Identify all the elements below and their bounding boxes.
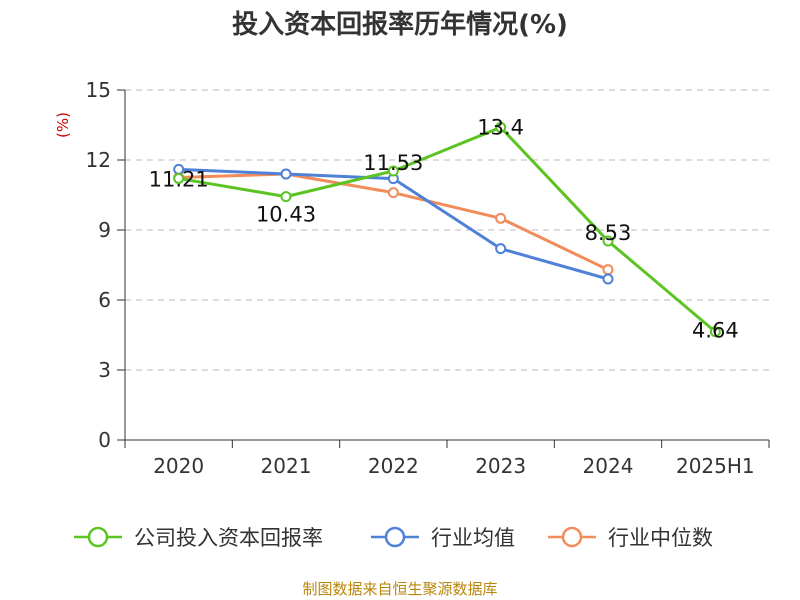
x-tick-label: 2021 [261, 454, 312, 478]
series-line-industry-mean [178, 167, 609, 281]
data-point [280, 168, 292, 180]
legend-marker [384, 526, 406, 548]
y-tick-label: 0 [98, 428, 111, 452]
data-point [602, 273, 614, 285]
data-point [602, 264, 614, 276]
y-tick-label: 15 [86, 78, 111, 102]
data-point [495, 212, 507, 224]
source-note: 制图数据来自恒生聚源数据库 [302, 580, 498, 598]
legend-marker [561, 526, 583, 548]
y-tick-label: 3 [98, 358, 111, 382]
data-label: 13.4 [477, 115, 524, 139]
data-label: 4.64 [692, 319, 739, 343]
data-label: 11.21 [149, 167, 209, 191]
data-point [495, 243, 507, 255]
x-tick-label: 2024 [583, 454, 634, 478]
data-point [173, 172, 185, 184]
chart-title: 投入资本回报率历年情况(%) [232, 10, 568, 40]
x-tick-label: 2025H1 [676, 454, 755, 478]
series-line-company [178, 125, 717, 333]
data-point [387, 165, 399, 177]
data-label: 11.53 [363, 151, 423, 175]
legend-label: 行业均值 [431, 526, 515, 550]
data-point [709, 326, 721, 338]
y-tick-label: 9 [98, 218, 111, 242]
x-tick-label: 2020 [153, 454, 204, 478]
y-tick-label: 12 [86, 148, 111, 172]
data-point [387, 187, 399, 199]
legend-label: 行业中位数 [608, 526, 713, 550]
data-point [602, 235, 614, 247]
data-label: 10.43 [256, 203, 316, 227]
data-point [495, 121, 507, 133]
x-tick-label: 2022 [368, 454, 419, 478]
data-point [280, 191, 292, 203]
y-axis-unit-label: (%) [54, 112, 72, 138]
legend-label: 公司投入资本回报率 [134, 526, 323, 550]
data-label: 8.53 [585, 221, 632, 245]
legend-marker [87, 526, 109, 548]
x-tick-label: 2023 [475, 454, 526, 478]
y-tick-label: 6 [98, 288, 111, 312]
